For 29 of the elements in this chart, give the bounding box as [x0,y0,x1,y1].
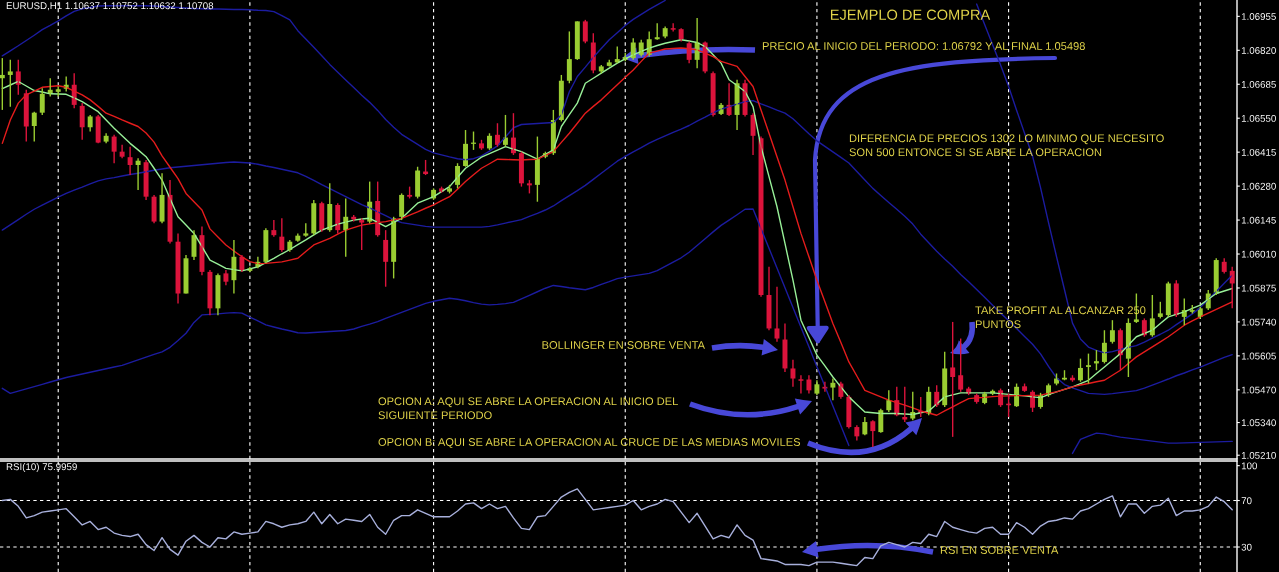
y-tick-label: 1.05740 [1241,318,1276,326]
y-tick-label: 1.06280 [1241,182,1276,190]
y-tick-label: 1.05470 [1241,386,1276,394]
annotation: OPCION B: AQUI SE ABRE LA OPERACION AL CRUCE DE LAS MEDIAS MOVILES [378,438,801,448]
y-tick-label: 1.06685 [1241,80,1276,88]
y-tick-label: 1.05605 [1241,352,1276,360]
y-tick-label: 30 [1241,543,1252,551]
chart-title: EURUSD,H1 1.10637 1.10752 1.10632 1.10708 [6,2,214,11]
chart-title: RSI(10) 75.9959 [6,463,77,473]
y-tick-label: 100 [1241,462,1258,470]
y-tick-label: 70 [1241,497,1252,505]
y-tick-label: 1.06145 [1241,216,1276,224]
annotation: RSI EN SOBRE VENTA [940,546,1059,554]
y-tick-label: 1.05875 [1241,284,1276,292]
candlestick [902,386,908,423]
annotation: OPCION A: AQUI SE ABRE LA OPERACION AL INICIO DEL SIGUIENTE PERIODO [378,397,678,420]
line-series [1,488,1233,567]
y-tick-label: 1.06820 [1241,47,1276,54]
annotation: PRECIO AL INICIO DEL PERIODO: 1.06792 Y AL FINAL 1.05498 [762,42,1085,50]
line-series [1,99,1233,396]
y-tick-label: 1.06955 [1241,13,1276,20]
y-tick-label: 1.06010 [1241,250,1276,258]
candlestick [359,217,365,251]
y-tick-label: 1.05340 [1241,419,1276,427]
y-tick-label: 1.05210 [1241,451,1276,459]
y-tick-label: 1.06550 [1241,114,1276,122]
annotation: BOLLINGER EN SOBRE VENTA [542,341,705,349]
candlestick [7,59,13,108]
y-tick-label: 1.06415 [1241,148,1276,156]
